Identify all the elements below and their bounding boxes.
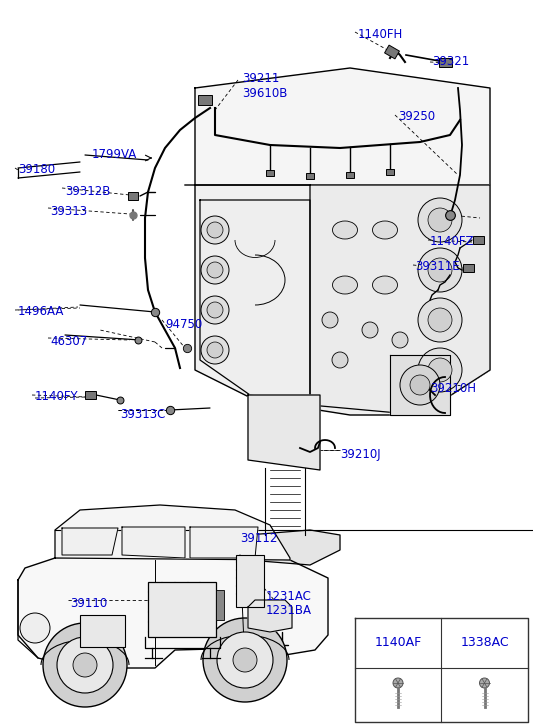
Polygon shape bbox=[18, 555, 328, 668]
Polygon shape bbox=[248, 530, 340, 565]
Polygon shape bbox=[310, 185, 490, 415]
Polygon shape bbox=[390, 355, 450, 415]
Text: 39610B: 39610B bbox=[242, 87, 287, 100]
Circle shape bbox=[428, 208, 452, 232]
Circle shape bbox=[73, 653, 97, 677]
Text: 1140FZ: 1140FZ bbox=[430, 235, 474, 248]
Text: 39180: 39180 bbox=[18, 163, 55, 176]
Bar bbox=[236, 555, 264, 607]
Text: 39313: 39313 bbox=[50, 205, 87, 218]
Text: 39312B: 39312B bbox=[65, 185, 110, 198]
Circle shape bbox=[201, 256, 229, 284]
Circle shape bbox=[43, 623, 127, 707]
Circle shape bbox=[322, 312, 338, 328]
Polygon shape bbox=[248, 600, 292, 632]
Circle shape bbox=[428, 358, 452, 382]
Text: 39313C: 39313C bbox=[120, 408, 165, 421]
Polygon shape bbox=[122, 527, 185, 558]
Polygon shape bbox=[195, 68, 490, 185]
Text: 1231BA: 1231BA bbox=[266, 604, 312, 617]
Ellipse shape bbox=[373, 221, 398, 239]
Bar bbox=[85, 391, 95, 399]
Circle shape bbox=[410, 375, 430, 395]
Text: 1338AC: 1338AC bbox=[460, 637, 509, 649]
Text: 1496AA: 1496AA bbox=[18, 305, 64, 318]
Polygon shape bbox=[190, 527, 258, 558]
Circle shape bbox=[207, 222, 223, 238]
Text: 1799VA: 1799VA bbox=[92, 148, 138, 161]
Text: 1140FY: 1140FY bbox=[35, 390, 79, 403]
Circle shape bbox=[418, 348, 462, 392]
Circle shape bbox=[207, 262, 223, 278]
Circle shape bbox=[428, 258, 452, 282]
Circle shape bbox=[201, 296, 229, 324]
Bar bbox=[306, 173, 314, 179]
Text: 39210H: 39210H bbox=[430, 382, 476, 395]
Polygon shape bbox=[62, 528, 118, 555]
Circle shape bbox=[57, 637, 113, 693]
Text: 1231AC: 1231AC bbox=[266, 590, 312, 603]
Text: 1140AF: 1140AF bbox=[374, 637, 422, 649]
Bar bbox=[346, 172, 354, 178]
Circle shape bbox=[428, 308, 452, 332]
Bar bbox=[439, 57, 451, 66]
Ellipse shape bbox=[373, 276, 398, 294]
Text: 39211: 39211 bbox=[242, 72, 279, 85]
Circle shape bbox=[201, 336, 229, 364]
Bar bbox=[266, 170, 274, 176]
Text: 39311E: 39311E bbox=[415, 260, 459, 273]
Circle shape bbox=[201, 216, 229, 244]
Circle shape bbox=[393, 678, 403, 688]
Polygon shape bbox=[55, 505, 290, 560]
Text: 39112: 39112 bbox=[240, 532, 277, 545]
Polygon shape bbox=[200, 200, 310, 405]
Circle shape bbox=[207, 302, 223, 318]
Circle shape bbox=[480, 678, 489, 688]
Circle shape bbox=[207, 342, 223, 358]
Circle shape bbox=[203, 618, 287, 702]
Bar bbox=[384, 45, 399, 59]
Circle shape bbox=[418, 198, 462, 242]
Circle shape bbox=[217, 632, 273, 688]
Bar bbox=[128, 192, 138, 200]
Circle shape bbox=[233, 648, 257, 672]
Circle shape bbox=[392, 332, 408, 348]
Text: 39321: 39321 bbox=[432, 55, 469, 68]
Circle shape bbox=[332, 352, 348, 368]
Text: 39210J: 39210J bbox=[340, 448, 381, 461]
Circle shape bbox=[400, 365, 440, 405]
Bar bbox=[472, 236, 483, 244]
Polygon shape bbox=[248, 395, 320, 470]
Circle shape bbox=[418, 298, 462, 342]
Polygon shape bbox=[195, 185, 490, 415]
Text: 94750: 94750 bbox=[165, 318, 202, 331]
Text: 39110: 39110 bbox=[70, 597, 107, 610]
Ellipse shape bbox=[333, 276, 358, 294]
Text: 39250: 39250 bbox=[398, 110, 435, 123]
Text: 46307: 46307 bbox=[50, 335, 87, 348]
Circle shape bbox=[418, 248, 462, 292]
Ellipse shape bbox=[333, 221, 358, 239]
Bar bbox=[216, 590, 224, 620]
Bar bbox=[80, 615, 125, 647]
Bar bbox=[198, 95, 212, 105]
Circle shape bbox=[20, 613, 50, 643]
Bar bbox=[148, 582, 216, 637]
Text: 1140FH: 1140FH bbox=[358, 28, 403, 41]
Circle shape bbox=[362, 322, 378, 338]
Bar bbox=[463, 264, 473, 272]
Bar bbox=[386, 169, 394, 175]
